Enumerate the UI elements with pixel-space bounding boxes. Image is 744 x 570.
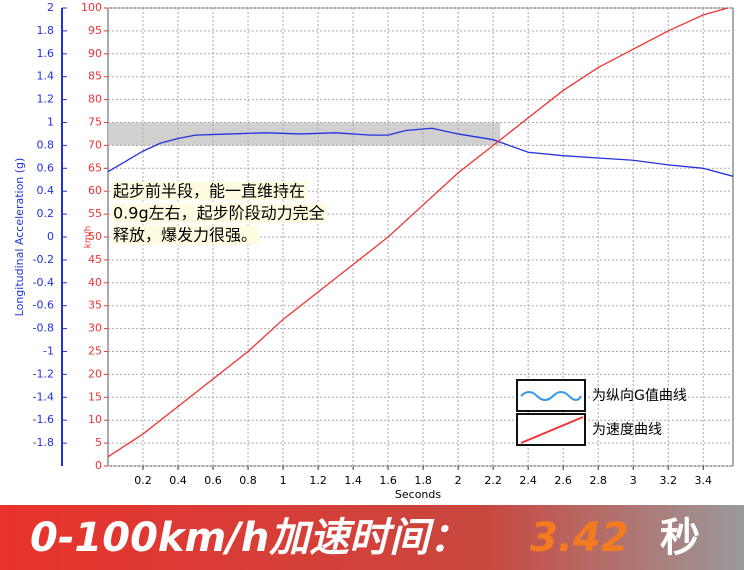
x-tick-label: 1.8 [414, 474, 432, 487]
x-tick-label: 1.2 [309, 474, 327, 487]
y-tick-label: -1.4 [33, 390, 54, 403]
legend-label: 为纵向G值曲线 [592, 388, 687, 404]
x-tick-label: 3.4 [694, 474, 712, 487]
y-tick-label: 2 [47, 1, 54, 14]
x-tick-label: 1.6 [379, 474, 397, 487]
y2-tick-label: 25 [88, 345, 102, 358]
x-tick-label: 0.4 [169, 474, 187, 487]
x-axis-label: Seconds [395, 488, 441, 501]
banner-bg [0, 505, 744, 570]
y-tick-label: -0.2 [33, 253, 54, 266]
annotation: 释放，爆发力很强。 [113, 226, 257, 245]
y-tick-label: -1.8 [33, 436, 54, 449]
series-line [107, 7, 728, 458]
x-tick-label: 1.4 [344, 474, 362, 487]
legend-label: 为速度曲线 [592, 422, 662, 438]
annotation-bg [111, 225, 260, 245]
x-tick-label: 0.8 [239, 474, 257, 487]
legend-box [516, 379, 586, 412]
y2-tick-label: 55 [88, 207, 102, 220]
y2-tick-label: 50 [88, 230, 102, 243]
y2-tick-label: 45 [88, 253, 102, 266]
y-tick-label: -1.6 [33, 413, 54, 426]
annotation: 起步前半段，能一直维持在 [113, 182, 305, 201]
y2-tick-label: 5 [95, 436, 102, 449]
banner-label: 0-100km/h加速时间： [30, 515, 469, 561]
x-tick-label: 2 [455, 474, 462, 487]
x-tick-label: 1 [280, 474, 287, 487]
y-tick-label: 0.2 [37, 207, 55, 220]
y2-tick-label: 80 [88, 93, 102, 106]
y2-tick-label: 0 [95, 459, 102, 472]
y2-axis-label: km/h [84, 226, 94, 249]
y2-tick-label: 40 [88, 276, 102, 289]
y2-tick-label: 90 [88, 47, 102, 60]
y-axis-label: Longitudinal Acceleration (g) [13, 158, 26, 317]
legend-swatch [520, 416, 584, 444]
x-tick-label: 2.2 [484, 474, 502, 487]
y2-tick-label: 70 [88, 138, 102, 151]
annotation-bg [111, 181, 308, 201]
x-tick-label: 2.8 [589, 474, 607, 487]
y-tick-label: 1.4 [37, 70, 55, 83]
y2-tick-label: 20 [88, 367, 102, 380]
y-tick-label: 1.6 [37, 47, 55, 60]
annotation: 0.9g左右，起步阶段动力完全 [113, 204, 325, 223]
y-tick-label: 0.8 [37, 138, 55, 151]
y-tick-label: 1.8 [37, 24, 55, 37]
y-tick-label: 0.4 [37, 184, 55, 197]
x-tick-label: 3.2 [659, 474, 677, 487]
y-tick-label: -1 [43, 345, 54, 358]
x-tick-label: 2.6 [554, 474, 572, 487]
x-tick-label: 0.2 [134, 474, 152, 487]
y2-tick-label: 15 [88, 390, 102, 403]
y2-tick-label: 10 [88, 413, 102, 426]
y2-tick-label: 35 [88, 299, 102, 312]
y-tick-label: -0.8 [33, 322, 54, 335]
series-line [107, 127, 734, 177]
x-tick-label: 2.4 [519, 474, 537, 487]
y2-tick-label: 60 [88, 184, 102, 197]
banner-value: 3.42 [530, 515, 629, 561]
x-tick-label: 3 [630, 474, 637, 487]
y2-tick-label: 65 [88, 161, 102, 174]
annotation-bg [111, 203, 327, 223]
y2-tick-label: 85 [88, 70, 102, 83]
y-tick-label: 0 [47, 230, 54, 243]
y-tick-label: -0.4 [33, 276, 54, 289]
y-tick-label: -1.2 [33, 367, 54, 380]
y-tick-label: -0.6 [33, 299, 54, 312]
y-tick-label: 0.6 [37, 161, 55, 174]
y2-tick-label: 100 [81, 1, 102, 14]
legend-swatch [520, 391, 582, 401]
y2-tick-label: 75 [88, 116, 102, 129]
y2-tick-label: 95 [88, 24, 102, 37]
y-tick-label: 1.2 [37, 93, 55, 106]
x-tick-label: 0.6 [204, 474, 222, 487]
y2-tick-label: 30 [88, 322, 102, 335]
banner-unit: 秒 [660, 515, 700, 561]
y-tick-label: 1 [47, 116, 54, 129]
